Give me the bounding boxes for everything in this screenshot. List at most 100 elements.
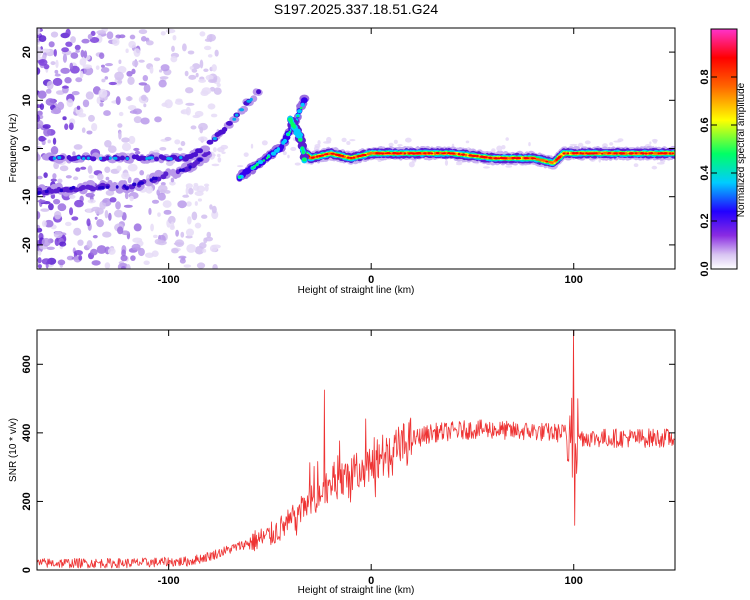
noise-speckle [46, 246, 55, 250]
noise-speckle [174, 99, 184, 105]
lower-branch-segment [262, 159, 266, 162]
noise-speckle [212, 147, 217, 153]
noise-speckle [314, 144, 321, 149]
upper-branch-segment [149, 156, 154, 160]
lower-branch-segment [300, 102, 305, 107]
noise-speckle [78, 254, 83, 261]
noise-speckle [117, 123, 123, 128]
main-ridge-segment [591, 152, 596, 155]
noise-speckle [96, 30, 106, 35]
noise-speckle [124, 191, 129, 200]
main-ridge-segment [659, 152, 664, 155]
noise-speckle [101, 78, 106, 83]
noise-speckle [159, 146, 167, 151]
noise-speckle [192, 63, 201, 70]
noise-speckle [129, 110, 138, 114]
noise-speckle [204, 184, 209, 192]
noise-speckle [128, 40, 136, 49]
noise-speckle [77, 113, 87, 118]
noise-speckle [174, 239, 185, 247]
colorbar-tick-label: 0.4 [699, 164, 711, 180]
main-ridge-segment [607, 152, 611, 155]
noise-speckle [153, 149, 160, 153]
noise-speckle [216, 153, 221, 158]
noise-speckle [185, 186, 189, 196]
main-ridge-segment [621, 152, 625, 155]
noise-speckle [80, 166, 87, 170]
snr-marks [37, 330, 675, 569]
noise-speckle [88, 174, 95, 179]
noise-speckle [53, 198, 61, 205]
noise-speckle [103, 110, 111, 117]
main-ridge-segment [327, 152, 332, 155]
noise-speckle [397, 144, 403, 147]
ridge-segment [89, 186, 97, 192]
noise-speckle [160, 182, 166, 186]
noise-speckle [37, 175, 43, 180]
noise-speckle [95, 65, 100, 70]
noise-speckle [123, 204, 133, 208]
noise-speckle [104, 210, 109, 219]
noise-speckle [69, 62, 74, 70]
colorbar-tick-label: 0.8 [699, 69, 711, 84]
y-tick-label: 200 [21, 492, 33, 510]
upper-branch-segment [197, 148, 204, 154]
noise-speckle [216, 147, 225, 153]
noise-speckle [177, 200, 187, 209]
noise-speckle [50, 61, 56, 66]
snr-panel: -100 0 100 0 200 400 600 Height of straight li… [8, 329, 676, 596]
noise-speckle [154, 116, 162, 123]
noise-speckle [203, 68, 209, 73]
noise-speckle [94, 216, 98, 220]
main-ridge-segment [423, 152, 427, 155]
noise-speckle [121, 172, 130, 180]
colorbar-gradient [711, 29, 737, 269]
noise-speckle [133, 147, 140, 152]
noise-speckle [62, 116, 67, 121]
noise-speckle [186, 243, 197, 253]
main-ridge-segment [321, 154, 325, 157]
noise-speckle [185, 201, 192, 207]
noise-speckle [116, 165, 122, 172]
noise-speckle [455, 162, 463, 166]
upper-branch-segment [239, 108, 245, 112]
main-ridge-segment [461, 153, 466, 156]
main-ridge-segment [318, 154, 322, 158]
noise-speckle [194, 245, 205, 255]
noise-speckle [213, 87, 222, 95]
noise-speckle [57, 101, 65, 111]
noise-speckle [39, 103, 45, 110]
noise-speckle [393, 139, 398, 144]
noise-speckle [190, 125, 197, 130]
noise-speckle [37, 90, 47, 99]
y-tick-label: -10 [21, 189, 33, 205]
noise-speckle [53, 230, 63, 239]
main-ridge-segment [493, 157, 498, 160]
noise-speckle [496, 145, 503, 152]
colorbar-tick-label: 0.6 [699, 117, 711, 132]
lower-branch-segment [238, 175, 242, 179]
noise-speckle [250, 143, 254, 149]
noise-speckle [74, 199, 84, 208]
noise-speckle [107, 145, 117, 154]
upper-branch-segment [232, 117, 237, 121]
noise-speckle [37, 227, 43, 233]
noise-speckle [212, 264, 218, 269]
noise-speckle [70, 52, 79, 59]
colorbar-tick-label: 0.2 [699, 213, 711, 228]
main-ridge-segment [403, 152, 407, 155]
noise-speckle [140, 36, 147, 42]
noise-speckle [99, 102, 104, 107]
noise-speckle [70, 36, 76, 44]
noise-speckle [118, 111, 124, 117]
ridge-segment [163, 171, 169, 177]
transition-segment [297, 137, 303, 142]
main-ridge-segment [417, 152, 422, 155]
x-tick-label: 0 [368, 575, 374, 587]
noise-speckle [104, 262, 111, 269]
noise-speckle [127, 163, 138, 172]
noise-speckle [100, 67, 110, 73]
noise-speckle [185, 102, 195, 106]
upper-branch-segment [119, 155, 126, 161]
